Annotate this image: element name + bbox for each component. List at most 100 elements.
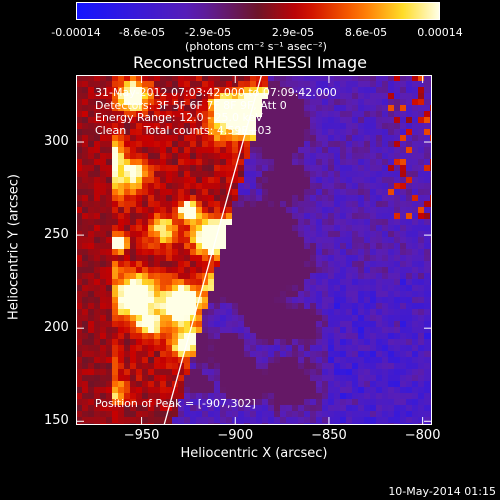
heatmap-cell [412,231,419,238]
heatmap-cell [94,363,101,370]
heatmap-cell [376,297,383,304]
heatmap-cell [280,231,287,238]
heatmap-cell [244,393,251,400]
heatmap-cell [154,243,161,250]
heatmap-cell [418,195,425,202]
heatmap-cell [346,291,353,298]
heatmap-cell [352,207,359,214]
heatmap-cell [280,93,287,100]
heatmap-cell [100,363,107,370]
heatmap-cell [82,351,89,358]
heatmap-cell [112,309,119,316]
heatmap-cell [130,411,137,418]
heatmap-cell [88,399,95,406]
heatmap-cell [178,369,185,376]
heatmap-cell [310,315,317,322]
heatmap-cell [376,219,383,226]
heatmap-cell [118,231,125,238]
heatmap-cell [370,87,377,94]
heatmap-cell [406,345,413,352]
heatmap-cell [334,261,341,268]
heatmap-cell [424,93,431,100]
heatmap-cell [364,279,371,286]
heatmap-cell [376,75,383,82]
heatmap-cell [418,93,425,100]
heatmap-cell [346,153,353,160]
heatmap-cell [322,111,329,118]
heatmap-cell [412,339,419,346]
footer-date: 10-May-2014 01:15 [388,485,496,498]
heatmap-cell [178,285,185,292]
heatmap-cell [256,309,263,316]
heatmap-cell [214,369,221,376]
heatmap-cell [316,117,323,124]
heatmap-cell [238,345,245,352]
heatmap-cell [310,195,317,202]
heatmap-cell [262,159,269,166]
heatmap-cell [94,135,101,142]
heatmap-cell [154,123,161,130]
heatmap-cell [394,375,401,382]
heatmap-cell [286,147,293,154]
heatmap-cell [376,351,383,358]
heatmap-cell [370,153,377,160]
heatmap-cell [340,261,347,268]
heatmap-cell [298,111,305,118]
heatmap-cell [256,183,263,190]
heatmap-cell [196,417,203,424]
heatmap-cell [268,393,275,400]
heatmap-cell [202,393,209,400]
heatmap-cell [298,303,305,310]
heatmap-cell [100,189,107,196]
heatmap-cell [220,279,227,286]
heatmap-cell [304,381,311,388]
heatmap-cell [226,357,233,364]
heatmap-cell [334,273,341,280]
heatmap-cell [232,117,239,124]
heatmap-cell [250,141,257,148]
heatmap-cell [178,111,185,118]
heatmap-cell [100,279,107,286]
heatmap-cell [262,111,269,118]
heatmap-cell [184,279,191,286]
heatmap-cell [226,375,233,382]
heatmap-cell [268,177,275,184]
heatmap-cell [88,375,95,382]
heatmap-cell [214,135,221,142]
heatmap-cell [76,357,83,364]
heatmap-cell [304,201,311,208]
heatmap-cell [214,249,221,256]
heatmap-cell [322,285,329,292]
heatmap-cell [286,291,293,298]
heatmap-cell [274,261,281,268]
heatmap-cell [256,279,263,286]
heatmap-cell [352,297,359,304]
heatmap-cell [124,225,131,232]
heatmap-cell [310,249,317,256]
heatmap-cell [382,363,389,370]
heatmap-cell [172,267,179,274]
heatmap-cell [364,177,371,184]
heatmap-cell [124,183,131,190]
heatmap-cell [304,387,311,394]
heatmap-cell [208,255,215,262]
heatmap-cell [304,81,311,88]
heatmap-cell [112,141,119,148]
heatmap-cell [88,159,95,166]
heatmap-cell [94,195,101,202]
heatmap-cell [208,387,215,394]
heatmap-cell [196,315,203,322]
heatmap-cell [298,177,305,184]
heatmap-cell [412,189,419,196]
heatmap-cell [106,399,113,406]
heatmap-cell [244,369,251,376]
heatmap-cell [172,243,179,250]
heatmap-cell [388,189,395,196]
heatmap-cell [376,99,383,106]
heatmap-cell [214,375,221,382]
heatmap-cell [136,267,143,274]
heatmap-cell [424,111,431,118]
heatmap-cell [238,189,245,196]
heatmap-cell [406,261,413,268]
heatmap-cell [358,333,365,340]
